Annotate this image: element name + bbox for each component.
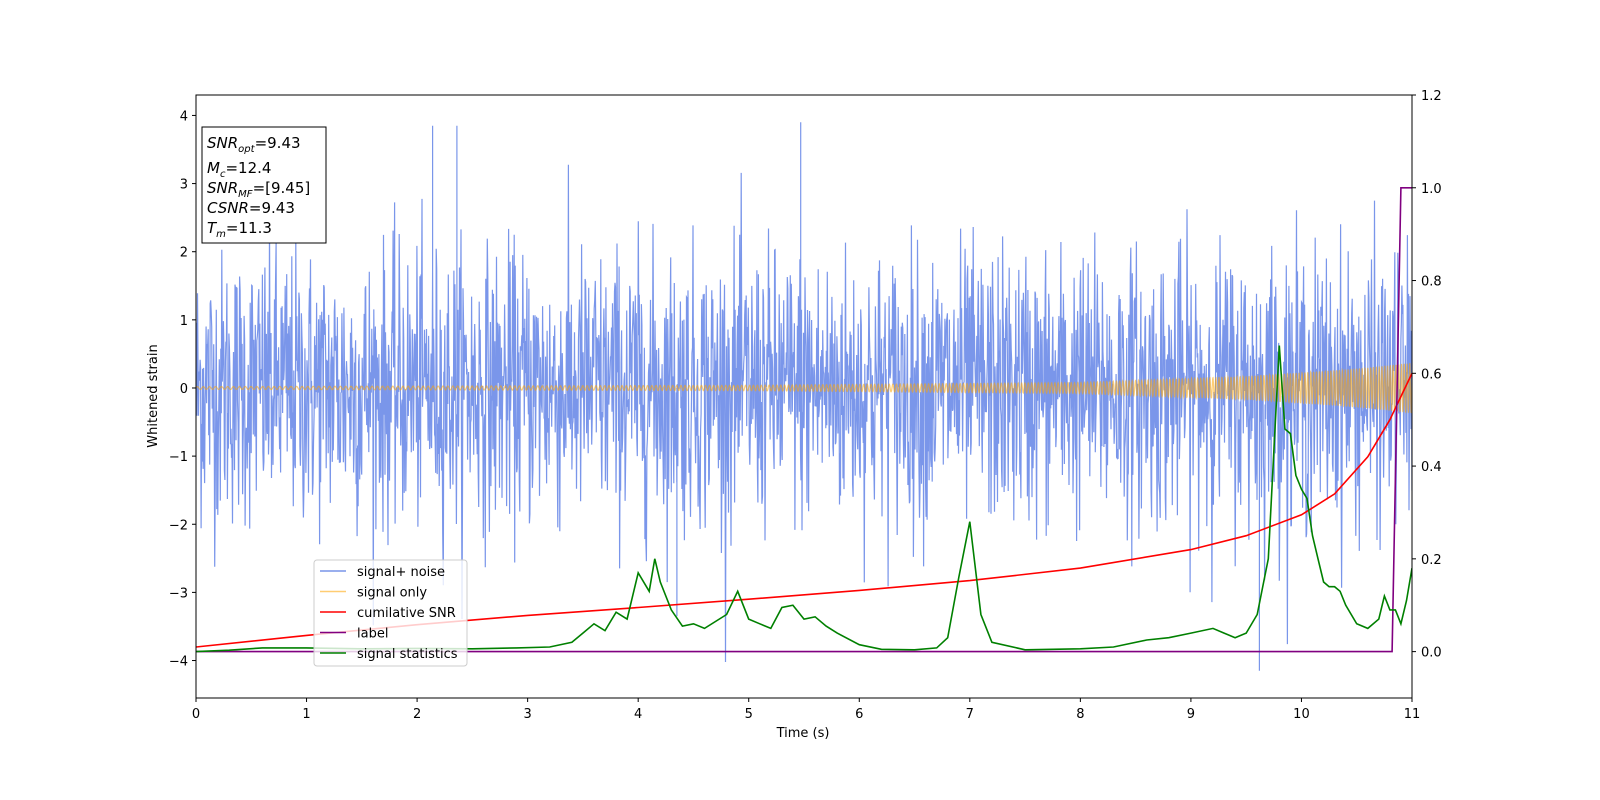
legend-label: signal statistics <box>357 647 458 662</box>
y2-tick-label: 1.2 <box>1421 89 1442 104</box>
legend-label: signal only <box>357 586 427 601</box>
x-tick-label: 2 <box>413 707 421 722</box>
info-box-line: SNRopt=9.43 <box>207 134 301 155</box>
legend-frame <box>313 559 468 667</box>
y2-tick-label: 0.4 <box>1421 460 1442 475</box>
info-box-line: CSNR=9.43 <box>207 199 295 217</box>
x-tick-label: 0 <box>192 707 200 722</box>
legend: signal+ noise signal only cumilative SNR la… <box>313 559 468 667</box>
y2-tick-label: 1.0 <box>1421 182 1442 197</box>
series-label <box>196 187 1412 653</box>
legend-label: label <box>357 627 388 642</box>
plot-frame <box>195 94 1413 699</box>
info-box-line: SNRMF=[9.45] <box>207 179 310 200</box>
x-axis-label: Time (s) <box>776 726 830 741</box>
info-box-line: Mc=12.4 <box>207 159 271 180</box>
series-signal-only <box>196 362 1412 414</box>
y2-tick-label: 0.2 <box>1421 553 1442 568</box>
y2-tick-label: 0.8 <box>1421 275 1442 290</box>
x-tick-label: 6 <box>855 707 863 722</box>
info-box-line: Tm=11.3 <box>207 219 272 240</box>
legend-label: signal+ noise <box>357 565 445 580</box>
x-tick-label: 4 <box>634 707 642 722</box>
y-tick-label: 0 <box>180 382 188 397</box>
x-tick-label: 11 <box>1404 707 1421 722</box>
series-layer <box>196 122 1412 671</box>
y2-tick-label: 0.6 <box>1421 367 1442 382</box>
y-tick-label: −2 <box>169 518 188 533</box>
y-tick-label: −1 <box>169 450 188 465</box>
x-tick-label: 8 <box>1076 707 1084 722</box>
y-axis-label: Whitened strain <box>146 344 161 447</box>
series-signal-statistics <box>196 345 1412 653</box>
y-tick-label: 4 <box>180 109 188 124</box>
x-tick-label: 1 <box>302 707 310 722</box>
x-tick-label: 9 <box>1187 707 1195 722</box>
x-tick-label: 7 <box>966 707 974 722</box>
x-tick-label: 10 <box>1293 707 1310 722</box>
y-tick-label: −4 <box>169 655 188 670</box>
legend-label: cumilative SNR <box>357 606 456 621</box>
info-box-frame <box>201 126 327 244</box>
series-cumilative-snr <box>196 372 1412 648</box>
y-tick-label: 1 <box>180 314 188 329</box>
x-tick-label: 3 <box>523 707 531 722</box>
y2-tick-label: 0.0 <box>1421 646 1442 661</box>
axes-layer: 0 1 2 3 4 5 6 7 8 9 10 11 −4 −3 −2 −1 0 1 2 3 4 0.0 0.2 0.4 0.6 0… <box>169 89 1442 722</box>
y-tick-label: −3 <box>169 586 188 601</box>
y-tick-label: 3 <box>180 178 188 193</box>
y-tick-label: 2 <box>180 246 188 261</box>
x-tick-label: 5 <box>745 707 753 722</box>
series-signal-noise <box>196 122 1412 671</box>
